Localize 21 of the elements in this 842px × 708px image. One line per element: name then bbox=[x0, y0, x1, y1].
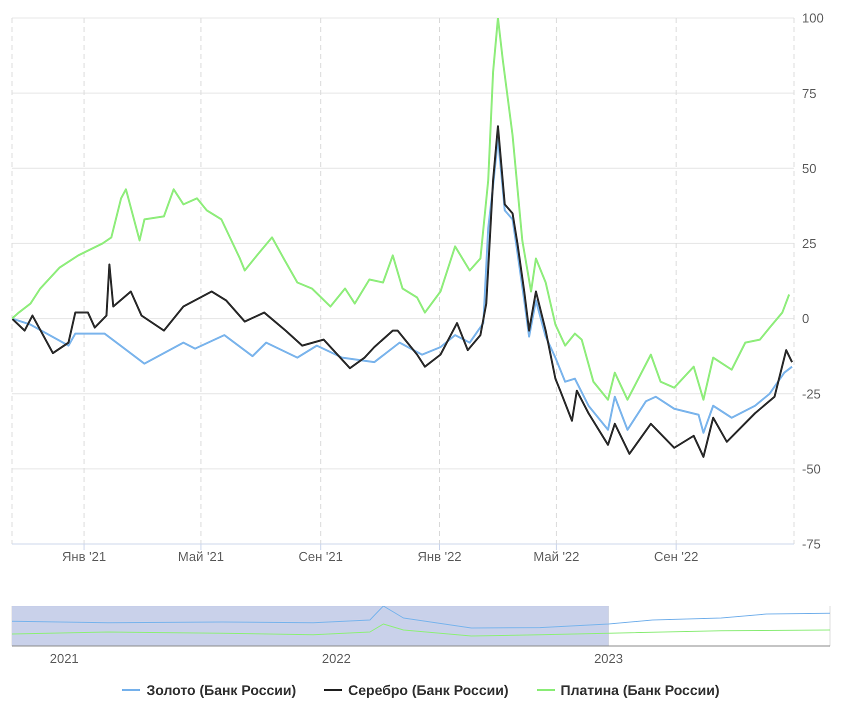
x-tick-label: Янв '21 bbox=[62, 549, 106, 564]
x-tick-label: 2023 bbox=[594, 651, 623, 666]
y-tick-label: 50 bbox=[802, 160, 816, 176]
legend-label: Платина (Банк России) bbox=[560, 682, 720, 698]
x-tick-label: 2021 bbox=[50, 651, 79, 666]
x-tick-label: Май '21 bbox=[178, 549, 224, 564]
legend-label: Золото (Банк России) bbox=[146, 682, 296, 698]
y-tick-label: -25 bbox=[802, 386, 821, 402]
x-tick-label: Сен '21 bbox=[298, 549, 343, 564]
x-tick-label: 2022 bbox=[322, 651, 351, 666]
x-tick-label: Май '22 bbox=[533, 549, 580, 564]
legend-label: Серебро (Банк России) bbox=[348, 682, 508, 698]
y-tick-label: -50 bbox=[802, 461, 821, 476]
y-tick-label: 100 bbox=[802, 10, 824, 26]
x-tick-label: Сен '22 bbox=[654, 549, 698, 564]
x-tick-label: Янв '22 bbox=[418, 549, 462, 564]
y-tick-label: 25 bbox=[802, 236, 816, 252]
y-tick-label: -75 bbox=[802, 536, 821, 552]
y-tick-label: 75 bbox=[802, 86, 816, 101]
line-series bbox=[12, 18, 790, 401]
y-tick-label: 0 bbox=[802, 311, 810, 326]
